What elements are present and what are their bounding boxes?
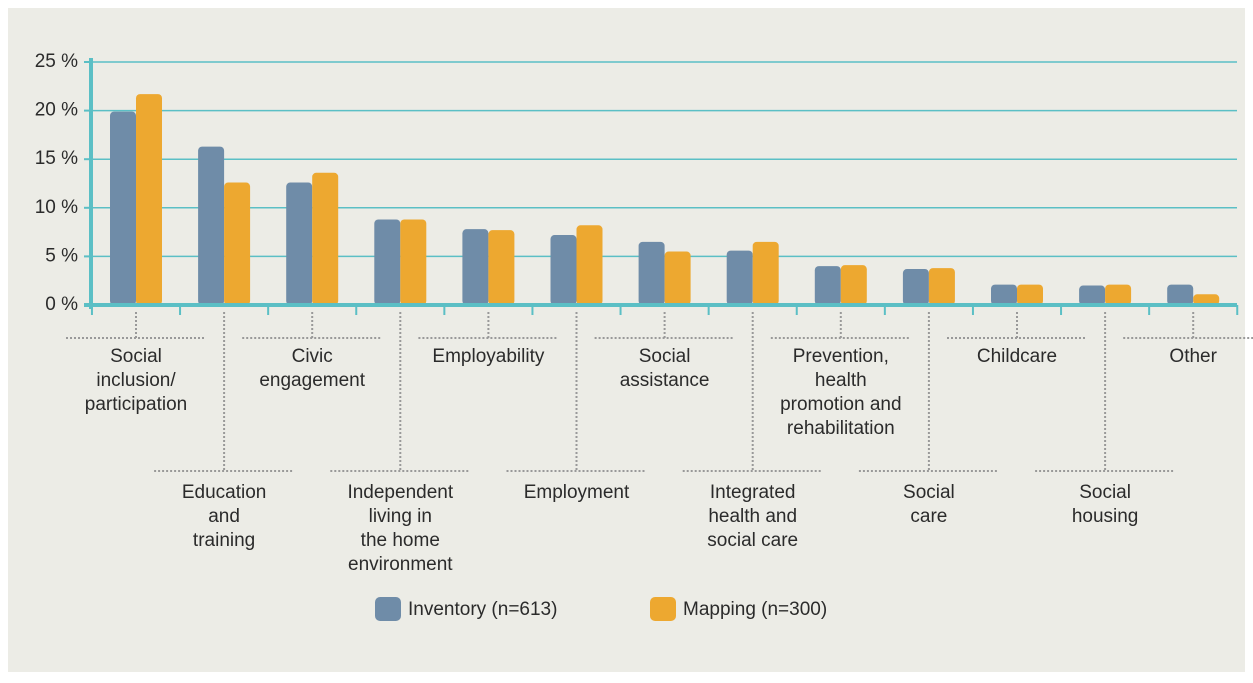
x-tick-label: Prevention, health promotion and rehabilita… <box>780 346 901 439</box>
bar <box>1079 285 1106 305</box>
y-tick-label: 10 % <box>35 197 78 218</box>
y-tick-label: 0 % <box>45 294 78 315</box>
bar <box>1167 284 1194 305</box>
x-tick-label: Employability <box>432 346 544 367</box>
bar <box>136 94 162 306</box>
bar <box>110 111 136 306</box>
bar <box>1105 284 1132 305</box>
bar <box>928 268 955 305</box>
bar <box>286 182 313 305</box>
legend-label: Mapping (n=300) <box>683 599 827 620</box>
x-tick-label: Education and training <box>182 482 267 551</box>
bar <box>462 229 489 305</box>
y-tick-label: 25 % <box>35 51 78 72</box>
bar <box>224 182 251 305</box>
x-tick-label: Social inclusion/participation <box>85 346 187 415</box>
x-tick-label: Social care <box>903 482 955 527</box>
bar <box>814 266 841 305</box>
bar <box>488 230 515 305</box>
x-tick-label: Social assistance <box>620 346 710 391</box>
legend-swatch <box>375 597 401 621</box>
bar <box>1193 294 1220 305</box>
bar <box>991 284 1017 305</box>
bar <box>840 265 867 305</box>
y-tick-label: 5 % <box>45 245 78 266</box>
bar <box>1017 284 1043 305</box>
bar <box>374 219 401 305</box>
x-tick-label: Employment <box>524 482 630 503</box>
legend-swatch <box>650 597 676 621</box>
legend-label: Inventory (n=613) <box>408 599 557 620</box>
x-tick-label: Independent living in the home environment <box>347 482 453 575</box>
bar <box>664 251 691 305</box>
bar <box>752 241 779 305</box>
bar <box>726 250 753 305</box>
y-tick-label: 20 % <box>35 100 78 121</box>
bar <box>638 241 665 305</box>
bar <box>550 235 577 305</box>
bar <box>576 225 603 305</box>
bar <box>902 269 929 305</box>
x-tick-label: Integrated health and social care <box>707 482 798 551</box>
bar <box>198 146 225 305</box>
y-tick-label: 15 % <box>35 148 78 169</box>
x-tick-label: Social housing <box>1072 482 1139 527</box>
bar <box>312 172 339 305</box>
chart-background <box>8 8 1245 672</box>
x-tick-label: Other <box>1169 346 1217 367</box>
x-tick-label: Civic engagement <box>259 346 365 391</box>
x-tick-label: Childcare <box>977 346 1057 367</box>
bar <box>400 219 427 305</box>
